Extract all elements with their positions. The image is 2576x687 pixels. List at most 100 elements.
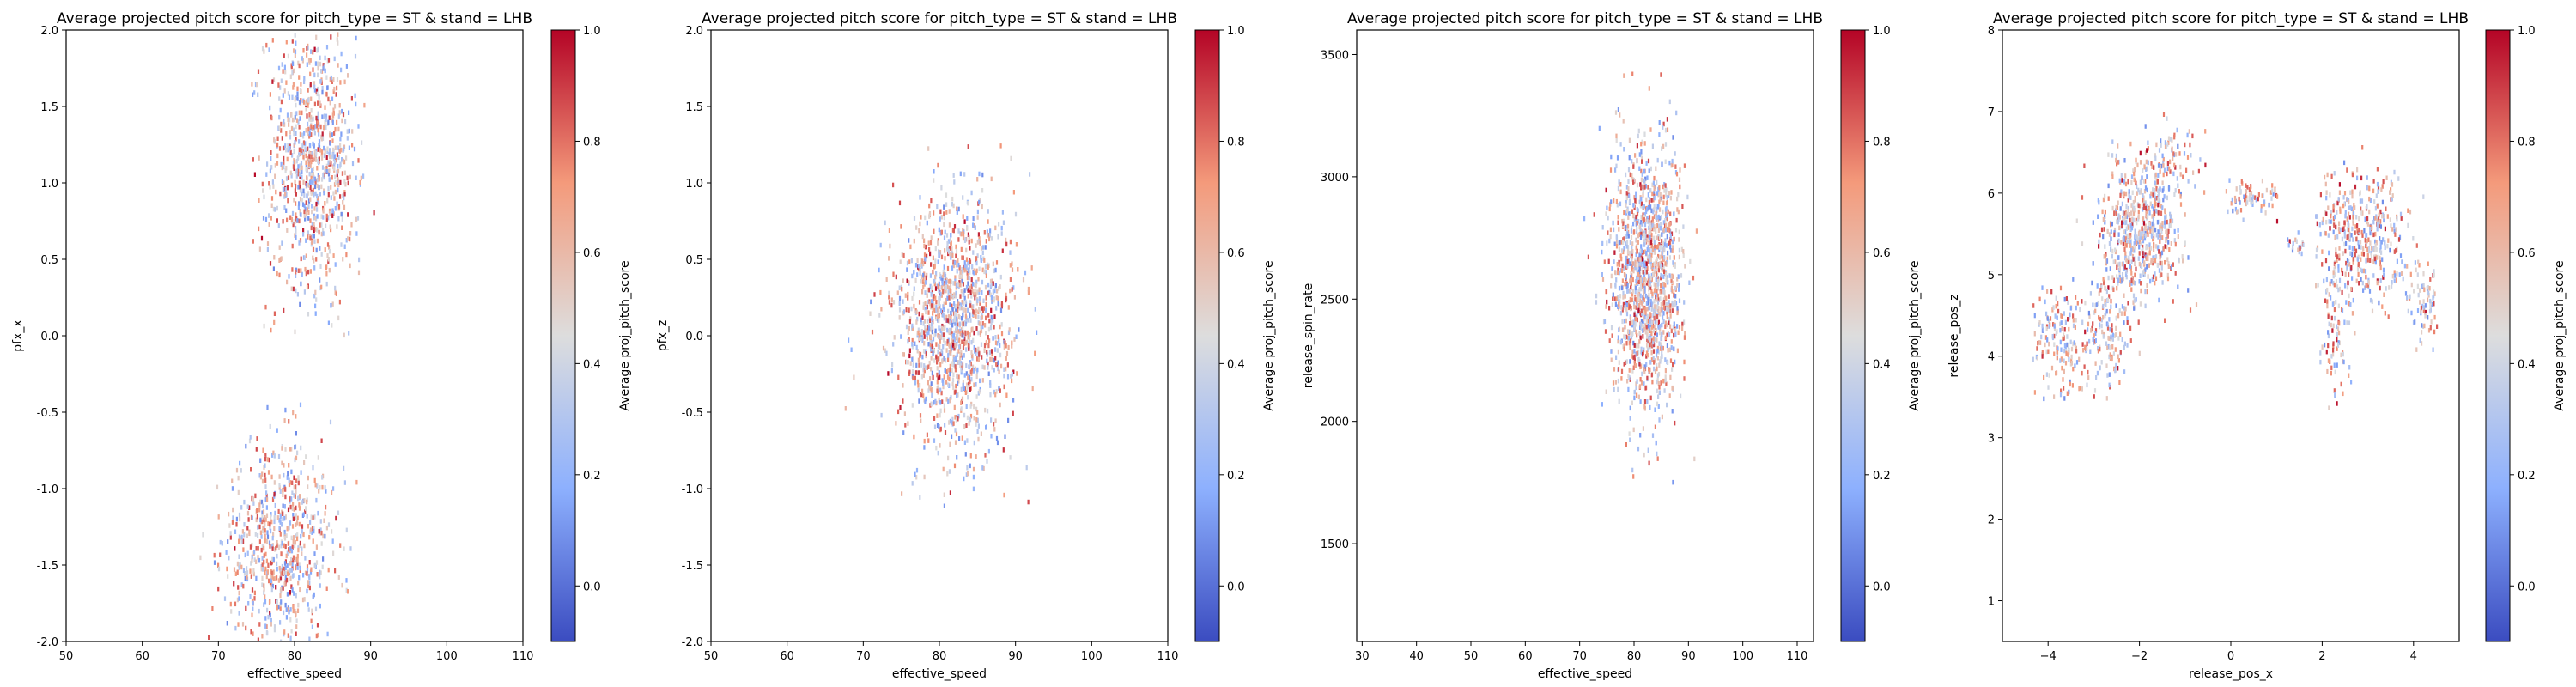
heatmap-cell bbox=[286, 526, 289, 532]
heatmap-cell bbox=[339, 136, 342, 142]
heatmap-cell bbox=[935, 271, 938, 277]
heatmap-cell bbox=[932, 319, 934, 325]
heatmap-cell bbox=[229, 535, 232, 540]
heatmap-cell bbox=[953, 404, 956, 410]
heatmap-cell bbox=[936, 204, 939, 210]
heatmap-cell bbox=[1666, 343, 1668, 348]
x-axis-label: effective_speed bbox=[892, 667, 987, 681]
heatmap-cell bbox=[328, 168, 331, 173]
heatmap-cell bbox=[2154, 153, 2156, 158]
heatmap-cell bbox=[959, 352, 962, 357]
heatmap-cell bbox=[304, 509, 307, 514]
heatmap-cell bbox=[2131, 190, 2134, 195]
heatmap-cell bbox=[1642, 205, 1644, 210]
heatmap-cell bbox=[1036, 330, 1038, 335]
heatmap-cell bbox=[1661, 414, 1663, 420]
heatmap-cell bbox=[317, 46, 319, 52]
heatmap-cell bbox=[267, 470, 270, 475]
heatmap-cell bbox=[1609, 202, 1612, 207]
heatmap-cell bbox=[1656, 256, 1658, 262]
heatmap-cell bbox=[988, 289, 991, 295]
heatmap-cell bbox=[940, 185, 943, 191]
heatmap-cell bbox=[266, 530, 269, 535]
heatmap-cell bbox=[965, 264, 968, 270]
heatmap-cell bbox=[987, 365, 989, 370]
heatmap-cell bbox=[300, 151, 302, 156]
heatmap-cell bbox=[298, 521, 301, 527]
heatmap-cell bbox=[1657, 310, 1660, 316]
heatmap-cell bbox=[345, 64, 348, 69]
heatmap-cell bbox=[2149, 226, 2152, 231]
heatmap-cell bbox=[1641, 301, 1643, 307]
heatmap-cell bbox=[259, 530, 262, 535]
heatmap-cell bbox=[976, 177, 979, 182]
heatmap-cell bbox=[1642, 189, 1644, 195]
heatmap-cell bbox=[321, 136, 325, 141]
heatmap-cell bbox=[2133, 177, 2136, 182]
heatmap-cell bbox=[293, 198, 295, 203]
heatmap-cell bbox=[959, 356, 962, 362]
heatmap-cell bbox=[907, 421, 909, 426]
heatmap-cell bbox=[232, 515, 234, 520]
heatmap-cell bbox=[1636, 221, 1638, 226]
heatmap-cell bbox=[2142, 200, 2144, 206]
heatmap-cell bbox=[293, 68, 295, 74]
heatmap-cell bbox=[309, 236, 312, 241]
heatmap-cell bbox=[313, 514, 316, 520]
heatmap-cell bbox=[1005, 356, 1007, 361]
heatmap-cell bbox=[343, 79, 346, 85]
heatmap-cell bbox=[957, 329, 960, 334]
heatmap-cell bbox=[2119, 277, 2122, 283]
heatmap-cell bbox=[2118, 178, 2121, 184]
heatmap-cell bbox=[1627, 302, 1630, 308]
heatmap-cell bbox=[290, 535, 293, 541]
heatmap-cell bbox=[298, 180, 301, 185]
heatmap-cell bbox=[295, 273, 297, 278]
heatmap-cell bbox=[1623, 334, 1625, 339]
heatmap-cell bbox=[257, 532, 259, 538]
heatmap-cell bbox=[258, 198, 260, 203]
heatmap-cell bbox=[931, 387, 933, 392]
heatmap-cell bbox=[288, 122, 290, 127]
heatmap-cell bbox=[940, 331, 943, 337]
heatmap-cell bbox=[293, 535, 295, 540]
heatmap-cell bbox=[284, 602, 287, 608]
heatmap-cell bbox=[1648, 369, 1650, 374]
heatmap-cell bbox=[259, 458, 262, 463]
heatmap-cell bbox=[1655, 267, 1657, 273]
heatmap-cell bbox=[944, 256, 946, 261]
heatmap-cell bbox=[276, 428, 278, 433]
heatmap-cell bbox=[273, 453, 276, 459]
heatmap-cell bbox=[938, 424, 940, 429]
heatmap-cell bbox=[942, 277, 945, 283]
heatmap-cell bbox=[343, 159, 346, 165]
heatmap-cell bbox=[937, 349, 939, 355]
heatmap-cell bbox=[287, 91, 289, 96]
heatmap-cell bbox=[954, 428, 957, 433]
heatmap-cell bbox=[987, 335, 989, 340]
heatmap-cell bbox=[1625, 172, 1627, 178]
heatmap-cell bbox=[1650, 350, 1653, 356]
heatmap-cell bbox=[945, 202, 948, 207]
heatmap-cell bbox=[975, 308, 977, 313]
heatmap-cell bbox=[933, 307, 936, 313]
heatmap-cell bbox=[976, 209, 979, 215]
heatmap-cell bbox=[269, 612, 271, 618]
heatmap-cell bbox=[981, 324, 984, 330]
heatmap-cell bbox=[970, 283, 973, 289]
heatmap-cell bbox=[2121, 272, 2124, 277]
heatmap-cell bbox=[978, 389, 981, 394]
heatmap-cell bbox=[949, 302, 951, 307]
heatmap-cell bbox=[268, 213, 270, 218]
heatmap-cell bbox=[283, 543, 286, 549]
heatmap-cell bbox=[966, 465, 969, 471]
heatmap-cell bbox=[2146, 204, 2148, 210]
heatmap-cell bbox=[945, 233, 949, 238]
heatmap-cell bbox=[1629, 416, 1631, 421]
heatmap-cell bbox=[1656, 304, 1659, 309]
heatmap-cell bbox=[1645, 334, 1649, 339]
heatmap-cell bbox=[1628, 211, 1631, 216]
heatmap-cell bbox=[228, 555, 230, 561]
colorbar-tick-label: 0.6 bbox=[583, 247, 601, 260]
